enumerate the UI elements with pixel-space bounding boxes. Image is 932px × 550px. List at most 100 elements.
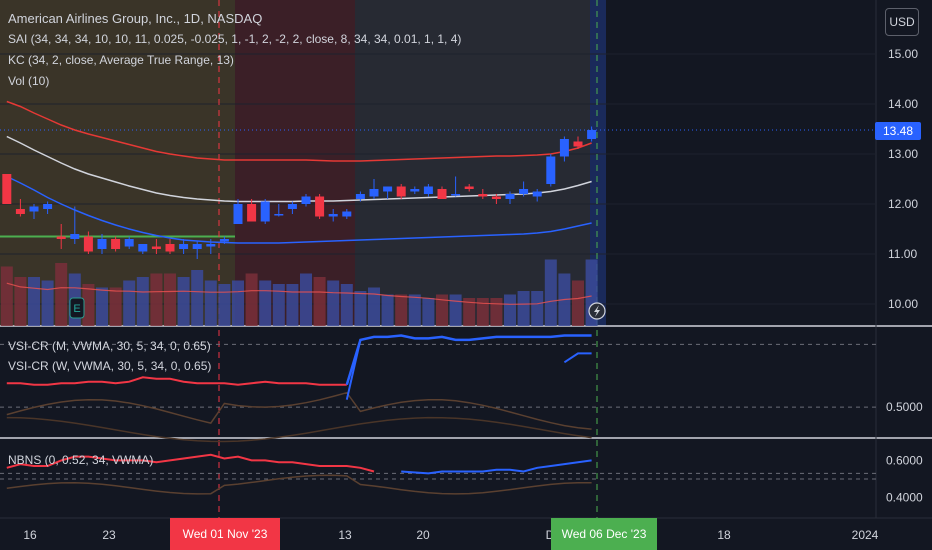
candle[interactable] bbox=[56, 224, 66, 249]
candle[interactable] bbox=[206, 239, 216, 254]
volume-bar bbox=[476, 298, 489, 326]
candle-body bbox=[2, 174, 12, 204]
candle[interactable] bbox=[29, 204, 39, 219]
candle-body bbox=[396, 186, 406, 197]
candle[interactable] bbox=[192, 241, 202, 260]
candle[interactable] bbox=[491, 194, 501, 204]
candle[interactable] bbox=[97, 234, 107, 254]
candle-body bbox=[274, 214, 284, 216]
nbns-axis-label: 0.6000 bbox=[886, 453, 923, 467]
vsi-w-line bbox=[345, 339, 362, 400]
lightning-icon-bolt bbox=[594, 305, 600, 317]
volume-bar bbox=[572, 280, 584, 326]
candle[interactable] bbox=[260, 199, 270, 224]
vsi-bg-line bbox=[6, 391, 592, 430]
vsi-bg-line bbox=[6, 416, 592, 443]
price-candles[interactable]: E bbox=[2, 126, 606, 320]
candle-body bbox=[97, 239, 107, 249]
price-axis-label: 13.00 bbox=[888, 147, 918, 161]
candle[interactable] bbox=[410, 186, 420, 195]
candle[interactable] bbox=[274, 204, 284, 217]
candle[interactable] bbox=[124, 236, 134, 250]
time-axis[interactable]: 16231320D1182024 bbox=[23, 528, 878, 542]
candle[interactable] bbox=[2, 174, 12, 204]
candle[interactable] bbox=[315, 194, 325, 219]
kc-legend[interactable]: KC (34, 2, close, Average True Range, 13… bbox=[8, 53, 234, 67]
candle-body bbox=[179, 244, 189, 249]
nbns-bg-line bbox=[6, 474, 592, 495]
crosshair-date-left: Wed 01 Nov '23 bbox=[170, 518, 280, 550]
candle-body bbox=[15, 209, 25, 214]
symbol-title[interactable]: American Airlines Group, Inc., 1D, NASDA… bbox=[8, 11, 263, 26]
candle[interactable] bbox=[179, 239, 189, 254]
volume-bar bbox=[436, 294, 448, 326]
price-axis[interactable]: 15.00 14.00 13.00 12.00 11.00 10.00 0.5000 0.60… bbox=[886, 47, 923, 505]
candle-body bbox=[451, 194, 461, 196]
candle[interactable] bbox=[138, 244, 148, 254]
candle[interactable] bbox=[342, 209, 352, 219]
currency-button[interactable]: USD bbox=[885, 8, 919, 36]
candle[interactable] bbox=[301, 194, 311, 207]
nbns-legend[interactable]: NBNS (0, 0.52, 34, VWMA) bbox=[8, 453, 154, 467]
kc-upper-line bbox=[6, 100, 592, 162]
candle-body bbox=[519, 189, 529, 194]
volume-bar bbox=[340, 284, 353, 326]
vsi-w-legend[interactable]: VSI-CR (W, VWMA, 30, 5, 34, 0, 0.65) bbox=[8, 359, 212, 373]
candle[interactable] bbox=[519, 181, 529, 197]
volume-bar bbox=[395, 294, 408, 326]
vol-legend[interactable]: Vol (10) bbox=[8, 74, 50, 88]
candle[interactable] bbox=[464, 184, 474, 192]
candle[interactable] bbox=[559, 136, 569, 162]
candle-body bbox=[219, 239, 229, 242]
candle[interactable] bbox=[328, 209, 338, 222]
volume-bar bbox=[300, 273, 312, 326]
candle[interactable] bbox=[83, 231, 93, 255]
candle[interactable] bbox=[233, 199, 243, 224]
volume-bar bbox=[531, 291, 544, 326]
candle[interactable] bbox=[111, 236, 121, 252]
candle[interactable] bbox=[151, 239, 161, 254]
candle-body bbox=[70, 234, 80, 239]
candle[interactable] bbox=[546, 154, 556, 187]
candle[interactable] bbox=[532, 189, 542, 202]
candle[interactable] bbox=[451, 176, 461, 197]
lightning-icon[interactable] bbox=[588, 302, 606, 320]
candle[interactable] bbox=[423, 184, 433, 197]
time-axis-label: 13 bbox=[338, 528, 352, 542]
volume-bar bbox=[177, 277, 190, 326]
candle[interactable] bbox=[355, 191, 365, 202]
sai-legend[interactable]: SAI (34, 34, 34, 10, 10, 11, 0.025, -0.0… bbox=[8, 32, 462, 46]
candle[interactable] bbox=[70, 206, 80, 245]
candle[interactable] bbox=[573, 136, 583, 150]
candle[interactable] bbox=[43, 201, 53, 215]
candle[interactable] bbox=[587, 126, 597, 142]
candle[interactable] bbox=[478, 189, 488, 199]
time-axis-label: 23 bbox=[102, 528, 116, 542]
earnings-marker[interactable]: E bbox=[69, 297, 85, 319]
candle[interactable] bbox=[15, 199, 25, 217]
candle-body bbox=[559, 139, 569, 157]
price-axis-label: 12.00 bbox=[888, 197, 918, 211]
candle[interactable] bbox=[369, 179, 379, 199]
candle[interactable] bbox=[247, 199, 257, 222]
candle-body bbox=[491, 196, 501, 199]
candle[interactable] bbox=[287, 201, 297, 215]
candle[interactable] bbox=[383, 186, 393, 200]
candle-body bbox=[383, 186, 393, 192]
volume-bar bbox=[327, 280, 340, 326]
volume-bar bbox=[14, 277, 27, 326]
volume-bar bbox=[245, 273, 258, 326]
candle-body bbox=[423, 186, 433, 194]
candle-body bbox=[260, 201, 270, 222]
volume-bar bbox=[368, 287, 380, 326]
volume-bar bbox=[218, 284, 231, 326]
candle[interactable] bbox=[396, 184, 406, 199]
kc-lower-line bbox=[6, 175, 592, 244]
candle[interactable] bbox=[505, 191, 515, 205]
candle[interactable] bbox=[437, 186, 447, 200]
candle[interactable] bbox=[219, 236, 229, 245]
candle[interactable] bbox=[165, 239, 175, 254]
vsi-m-legend[interactable]: VSI-CR (M, VWMA, 30, 5, 34, 0, 0.65) bbox=[8, 339, 211, 353]
volume-bar bbox=[449, 294, 462, 326]
